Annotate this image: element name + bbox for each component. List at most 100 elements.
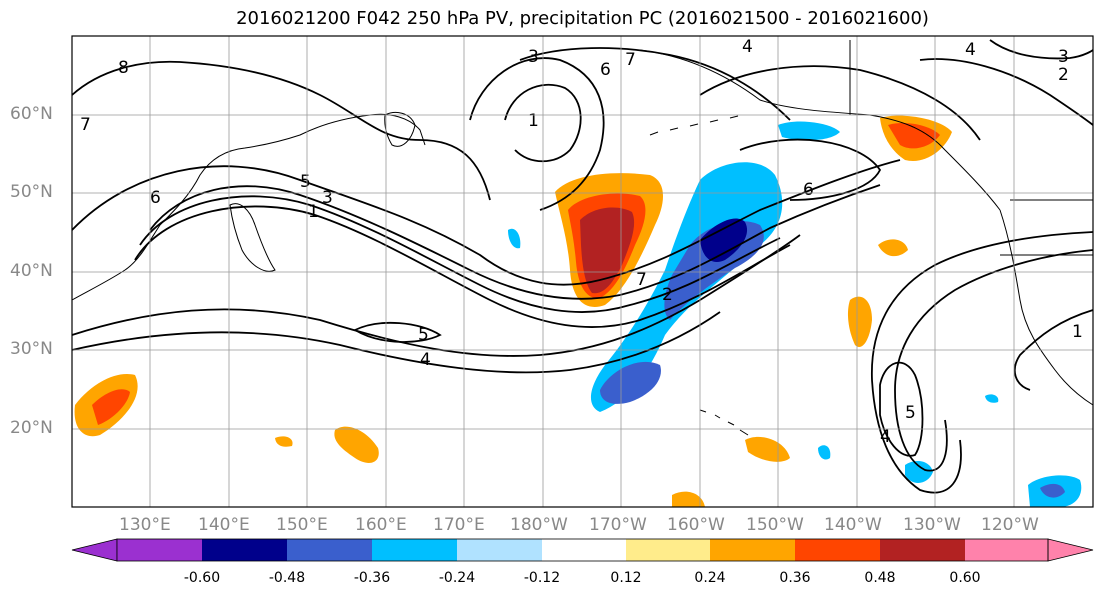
aleutian-islands bbox=[649, 115, 739, 136]
colorbar-outline bbox=[116, 538, 1049, 562]
pv-contour bbox=[989, 39, 1094, 60]
lon-label-160e: 160°E bbox=[355, 515, 407, 535]
pv-contour bbox=[353, 321, 442, 343]
precip-negative-region bbox=[1040, 483, 1065, 498]
colorbar-tick-label: 0.12 bbox=[610, 570, 642, 586]
colorbar-segment bbox=[457, 539, 542, 561]
precip-negative-region bbox=[508, 228, 521, 249]
lon-label-130e: 130°E bbox=[119, 515, 171, 535]
lat-label-50n: 50°N bbox=[10, 182, 53, 202]
lon-label-150w: 150°W bbox=[746, 515, 804, 535]
lon-label-130w: 130°W bbox=[903, 515, 961, 535]
precip-positive-region bbox=[275, 436, 293, 447]
contour-label: 5 bbox=[905, 403, 916, 423]
colorbar-extend-high bbox=[1047, 538, 1094, 562]
precip-positive-region bbox=[847, 296, 872, 348]
pv-contour bbox=[519, 47, 791, 121]
colorbar-segment bbox=[287, 539, 372, 561]
colorbar-segment bbox=[626, 539, 710, 561]
lon-label-120w: 120°W bbox=[981, 515, 1039, 535]
pv-contour bbox=[1013, 309, 1094, 391]
lat-label-20n: 20°N bbox=[10, 418, 53, 438]
contour-label: 7 bbox=[80, 115, 91, 135]
contour-label: 6 bbox=[600, 60, 611, 80]
contour-label: 1 bbox=[1072, 322, 1083, 342]
colorbar-segment bbox=[710, 539, 795, 561]
lat-label-60n: 60°N bbox=[10, 104, 53, 124]
contour-label: 3 bbox=[1058, 47, 1069, 67]
contour-label: 3 bbox=[528, 47, 539, 67]
lon-label-140w: 140°W bbox=[824, 515, 882, 535]
colorbar-extend-low bbox=[71, 538, 118, 562]
contour-label: 2 bbox=[662, 285, 673, 305]
colorbar-tick-label: -0.24 bbox=[438, 570, 476, 586]
pv-contour bbox=[71, 311, 721, 374]
lon-label-150e: 150°E bbox=[276, 515, 328, 535]
colorbar-segment bbox=[880, 539, 965, 561]
map-frame bbox=[71, 35, 1094, 508]
colorbar-tick-label: -0.36 bbox=[353, 570, 391, 586]
precip-positive-region bbox=[745, 436, 790, 462]
contour-label: 6 bbox=[803, 180, 814, 200]
north-america-coastline bbox=[999, 209, 1094, 406]
pv-contour bbox=[149, 184, 881, 300]
colorbar-segment bbox=[542, 539, 626, 561]
precip-negative-region bbox=[600, 361, 661, 404]
contour-label: 4 bbox=[965, 40, 976, 60]
pv-contour bbox=[71, 159, 901, 286]
contour-labels: 8 7 6 5 3 1 4 7 4 2 3 6 5 4 7 1 2 6 1 5 … bbox=[80, 37, 1083, 447]
contour-label: 7 bbox=[625, 50, 636, 70]
precip-positive-region bbox=[334, 426, 379, 463]
precip-positive-region bbox=[672, 491, 705, 507]
contour-label: 4 bbox=[420, 350, 431, 370]
colorbar bbox=[71, 538, 1094, 562]
contour-label: 6 bbox=[150, 188, 161, 208]
lon-label-180w: 180°W bbox=[510, 515, 568, 535]
contour-label: 4 bbox=[880, 427, 891, 447]
precip-negative-region bbox=[818, 445, 831, 460]
borders bbox=[849, 40, 1093, 256]
colorbar-segment bbox=[202, 539, 287, 561]
lat-label-40n: 40°N bbox=[10, 261, 53, 281]
contour-label: 3 bbox=[322, 188, 333, 208]
alaska-coastline bbox=[639, 49, 1001, 211]
colorbar-tick-label: 0.60 bbox=[949, 570, 981, 586]
pv-contour bbox=[504, 83, 582, 163]
gridlines bbox=[72, 36, 1093, 507]
pv-contour bbox=[894, 249, 1094, 472]
pv-contour bbox=[739, 138, 882, 201]
precip-negative-region bbox=[905, 460, 933, 483]
colorbar-tick-label: 0.24 bbox=[694, 570, 726, 586]
map-title: 2016021200 F042 250 hPa PV, precipitatio… bbox=[236, 8, 929, 29]
contour-label: 5 bbox=[300, 172, 311, 192]
colorbar-tick-label: -0.48 bbox=[268, 570, 306, 586]
pv-contour bbox=[871, 231, 1094, 494]
japan-coastline bbox=[229, 203, 276, 272]
pv-contour bbox=[71, 234, 801, 357]
contour-label: 7 bbox=[636, 270, 647, 290]
contour-label: 1 bbox=[528, 111, 539, 131]
contour-label: 4 bbox=[742, 37, 753, 57]
colorbar-segment bbox=[117, 539, 202, 561]
colorbar-tick-label: 0.36 bbox=[779, 570, 811, 586]
pv-contour bbox=[71, 60, 491, 201]
pv-contour bbox=[699, 65, 981, 141]
pv-contour bbox=[139, 195, 781, 313]
precip-negative-region bbox=[778, 121, 840, 141]
pv-contour bbox=[469, 57, 605, 211]
pv-contours bbox=[71, 39, 1094, 494]
colorbar-segment bbox=[372, 539, 457, 561]
lon-label-140e: 140°E bbox=[198, 515, 250, 535]
precip-positive-region bbox=[878, 239, 908, 257]
colorbar-tick-label: 0.48 bbox=[864, 570, 896, 586]
precip-negative-region bbox=[700, 218, 748, 262]
precip-positive-region bbox=[92, 389, 130, 425]
lat-label-30n: 30°N bbox=[10, 339, 53, 359]
colorbar-segment bbox=[965, 539, 1048, 561]
lon-label-160w: 160°W bbox=[667, 515, 725, 535]
map-area: 8 7 6 5 3 1 4 7 4 2 3 6 5 4 7 1 2 6 1 5 … bbox=[71, 35, 1094, 508]
contour-label: 2 bbox=[1058, 65, 1069, 85]
contour-label: 5 bbox=[418, 325, 429, 345]
pv-contour bbox=[879, 361, 924, 457]
